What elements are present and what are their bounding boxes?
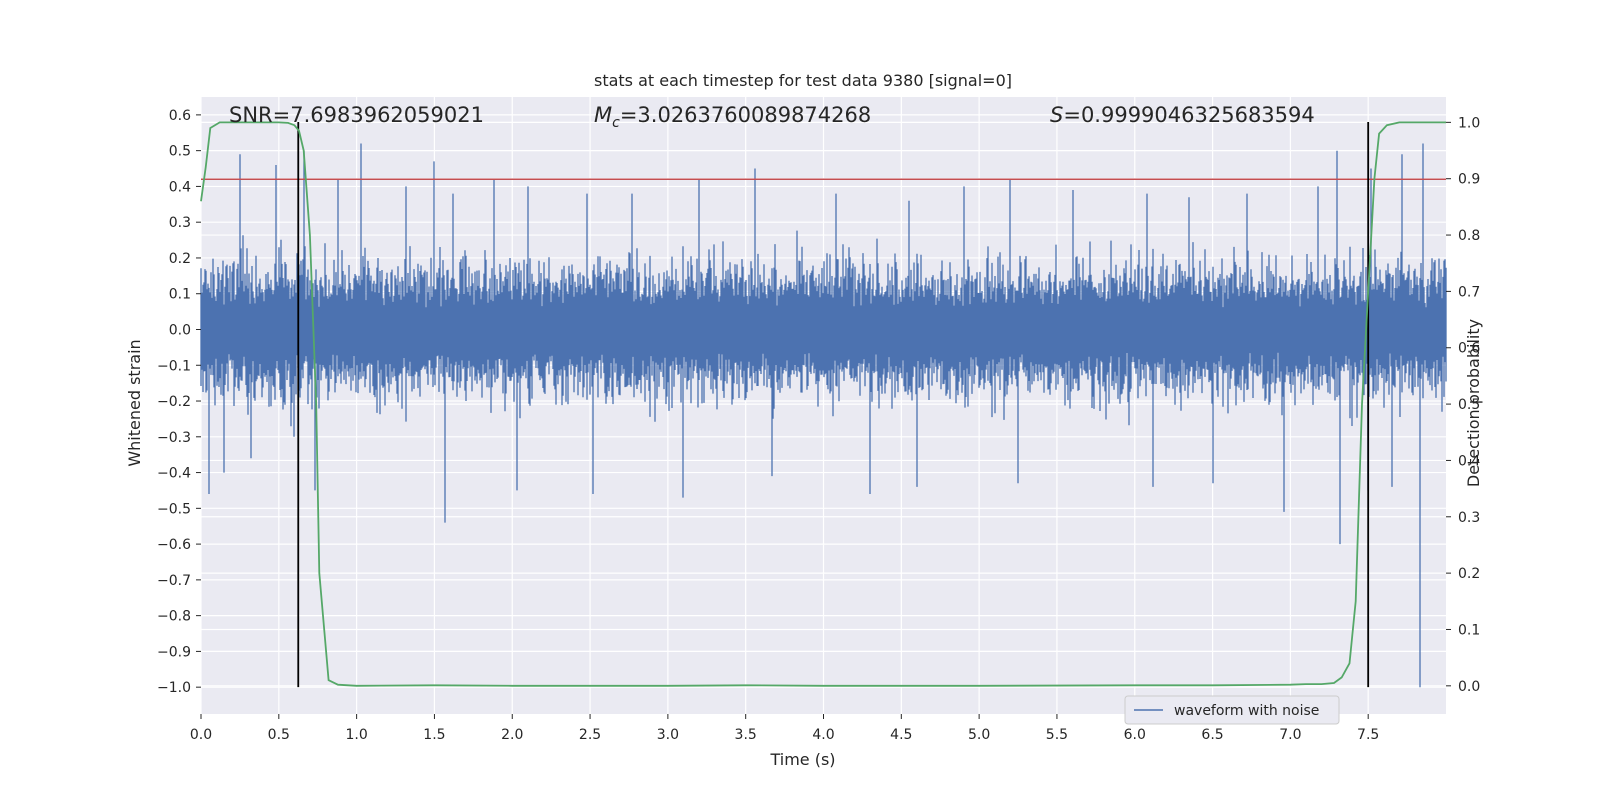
y-left-tick-label: 0.4 — [169, 179, 191, 195]
y-left-tick-label: −0.6 — [157, 537, 191, 553]
x-axis-label: Time (s) — [769, 750, 835, 769]
legend: waveform with noise — [1124, 695, 1340, 725]
x-tick-label: 0.5 — [268, 727, 290, 743]
y-right-tick-label: 0.0 — [1458, 679, 1480, 695]
y-left-tick-label: −0.1 — [157, 358, 191, 374]
x-tick-label: 5.5 — [1046, 727, 1068, 743]
chirp-mass-annotation: Mc=3.0263760089874268 — [594, 103, 871, 131]
x-tick-label: 6.0 — [1124, 727, 1146, 743]
y-right-tick-label: 0.5 — [1458, 397, 1480, 413]
chirp-mass-value: =3.0263760089874268 — [620, 103, 871, 127]
event-markers — [297, 122, 1370, 688]
y-left-tick-label: −1.0 — [157, 680, 191, 696]
y-right-tick-label: 0.4 — [1458, 453, 1480, 469]
y-left-tick-label: 0.2 — [169, 251, 191, 267]
x-tick-label: 1.0 — [345, 727, 367, 743]
y-right-tick-label: 0.2 — [1458, 566, 1480, 582]
y-right-axis-ticks: 1.0 0.9 0.8 0.7 0.6 0.5 0.4 0.3 0.2 0.1 0.0 — [1446, 115, 1480, 695]
chirp-mass-subscript: c — [612, 115, 620, 131]
x-axis-ticks: 0.0 0.5 1.0 1.5 2.0 2.5 3.0 3.5 4.0 4.5 5.0 5.5 6.0 6… — [190, 714, 1379, 743]
series-waveform-with-noise — [200, 143, 1447, 688]
x-tick-label: 0.0 — [190, 727, 212, 743]
y-right-tick-label: 0.1 — [1458, 622, 1480, 638]
y-left-tick-label: −0.9 — [157, 644, 191, 660]
chirp-mass-symbol: M — [594, 103, 612, 127]
chart-title: stats at each timestep for test data 938… — [594, 71, 1012, 90]
x-tick-label: 4.5 — [890, 727, 912, 743]
y-left-tick-label: −0.8 — [157, 609, 191, 625]
y-right-tick-label: 0.9 — [1458, 172, 1480, 188]
snr-annotation: SNR=7.6983962059021 — [229, 103, 484, 127]
x-tick-label: 1.5 — [423, 727, 445, 743]
s-value: =0.9999046325683594 — [1063, 103, 1314, 127]
s-symbol: S — [1050, 103, 1063, 127]
y-right-axis-label: Detection probability — [1464, 319, 1483, 487]
x-tick-label: 2.0 — [501, 727, 523, 743]
x-tick-label: 3.0 — [657, 727, 679, 743]
x-tick-label: 5.0 — [968, 727, 990, 743]
y-left-tick-label: 0.0 — [169, 322, 191, 338]
x-tick-label: 4.0 — [812, 727, 834, 743]
x-tick-label: 7.5 — [1357, 727, 1379, 743]
y-left-tick-label: 0.5 — [169, 144, 191, 160]
s-statistic-annotation: S=0.9999046325683594 — [1050, 103, 1315, 127]
y-left-tick-label: −0.3 — [157, 430, 191, 446]
y-right-tick-label: 0.7 — [1458, 284, 1480, 300]
y-left-tick-label: −0.2 — [157, 394, 191, 410]
legend-label: waveform with noise — [1174, 703, 1319, 719]
y-left-tick-label: 0.3 — [169, 215, 191, 231]
x-tick-label: 2.5 — [579, 727, 601, 743]
x-tick-label: 7.0 — [1279, 727, 1301, 743]
y-right-tick-label: 0.3 — [1458, 510, 1480, 526]
y-right-tick-label: 1.0 — [1458, 115, 1480, 131]
y-left-tick-label: −0.5 — [157, 501, 191, 517]
y-left-axis-ticks: 0.6 0.5 0.4 0.3 0.2 0.1 0.0 −0.1 −0.2 −0.3 −0.4 −0.… — [157, 108, 201, 696]
y-left-tick-label: −0.7 — [157, 573, 191, 589]
x-tick-label: 3.5 — [735, 727, 757, 743]
legend-box — [1124, 695, 1340, 725]
series-detection-probability — [200, 121, 1446, 687]
y-left-tick-label: 0.1 — [169, 287, 191, 303]
x-tick-label: 6.5 — [1201, 727, 1223, 743]
y-right-tick-label: 0.8 — [1458, 228, 1480, 244]
y-right-tick-label: 0.6 — [1458, 341, 1480, 357]
y-left-tick-label: 0.6 — [169, 108, 191, 124]
y-left-axis-label: Whitened strain — [125, 339, 144, 466]
y-left-tick-label: −0.4 — [157, 466, 191, 482]
